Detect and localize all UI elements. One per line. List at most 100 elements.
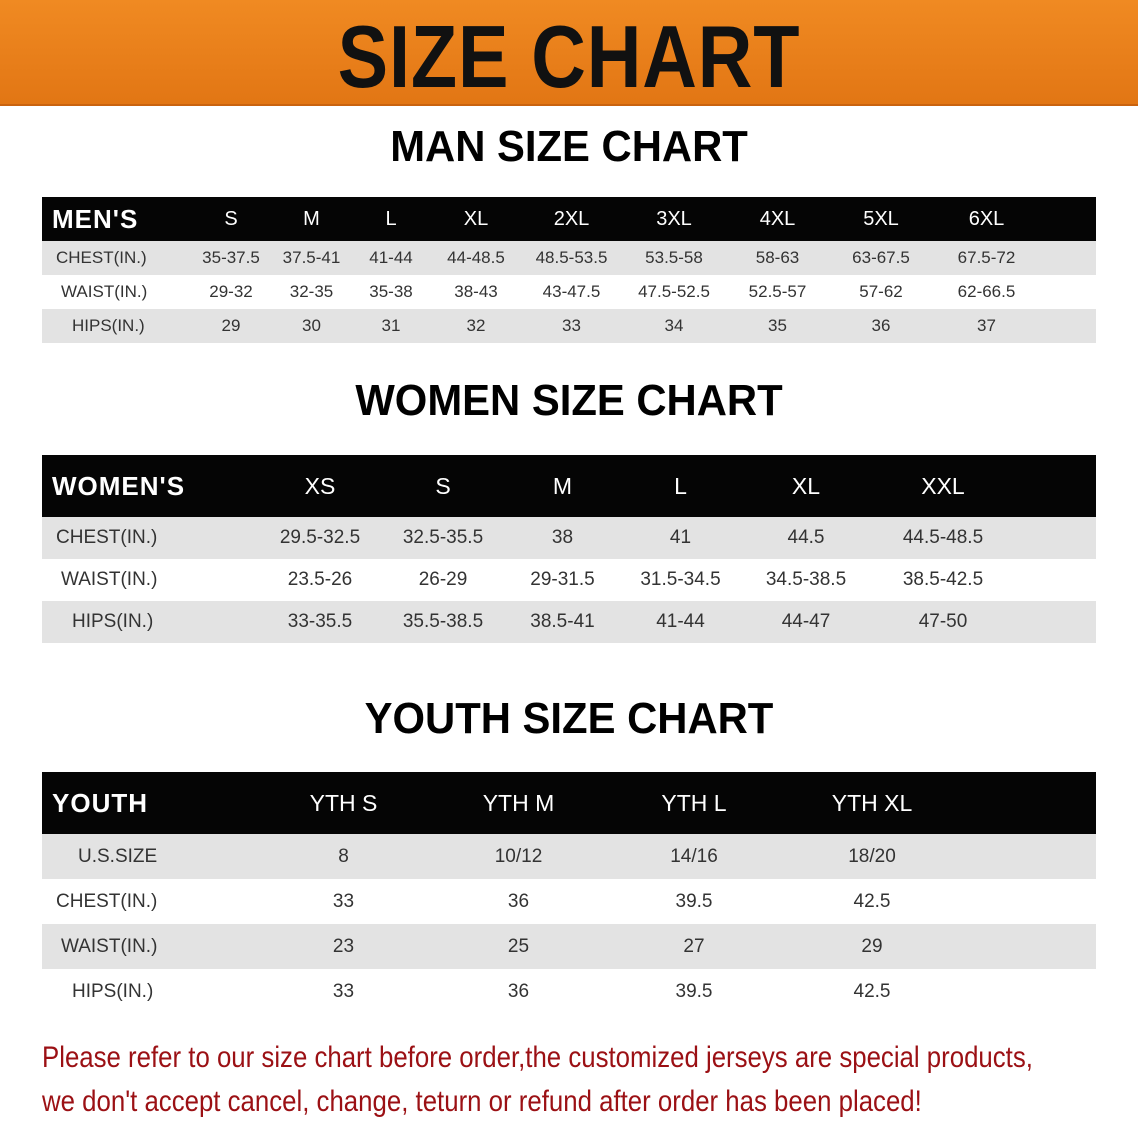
- table-cell: 34.5-38.5: [740, 559, 872, 601]
- cell-filler: [1040, 241, 1096, 275]
- size-column-header: 3XL: [622, 197, 726, 241]
- table-cell: 37.5-41: [272, 241, 351, 275]
- table-row: CHEST(IN.) 35-37.5 37.5-41 41-44 44-48.5 48.5…: [42, 241, 1096, 275]
- table-cell: 35-37.5: [190, 241, 272, 275]
- table-cell: 29.5-32.5: [258, 517, 382, 559]
- notice-line-1: Please refer to our size chart before or…: [42, 1041, 1033, 1074]
- table-cell: 36: [431, 879, 606, 924]
- table-cell: 25: [431, 924, 606, 969]
- table-row: HIPS(IN.) 33 36 39.5 42.5: [42, 969, 1096, 1014]
- row-label: WAIST(IN.): [42, 559, 258, 601]
- cell-filler: [1014, 559, 1096, 601]
- row-label: CHEST(IN.): [42, 241, 190, 275]
- table-cell: 44.5-48.5: [872, 517, 1014, 559]
- men-header-row: MEN'S S M L XL 2XL 3XL 4XL 5XL 6XL: [42, 197, 1096, 241]
- cell-filler: [962, 969, 1096, 1014]
- table-cell: 32: [431, 309, 521, 343]
- row-label: HIPS(IN.): [42, 969, 256, 1014]
- page-title: SIZE CHART: [337, 7, 801, 106]
- table-cell: 33: [521, 309, 622, 343]
- cell-filler: [1040, 275, 1096, 309]
- header-filler: [1014, 455, 1096, 517]
- table-cell: 48.5-53.5: [521, 241, 622, 275]
- table-cell: 58-63: [726, 241, 829, 275]
- table-row: CHEST(IN.) 29.5-32.5 32.5-35.5 38 41 44.5 44.5…: [42, 517, 1096, 559]
- youth-section-title: YOUTH SIZE CHART: [364, 694, 774, 743]
- table-cell: 23.5-26: [258, 559, 382, 601]
- table-cell: 47.5-52.5: [622, 275, 726, 309]
- table-corner-label: MEN'S: [42, 197, 190, 241]
- table-cell: 29: [190, 309, 272, 343]
- table-cell: 44.5: [740, 517, 872, 559]
- size-column-header: M: [272, 197, 351, 241]
- table-cell: 34: [622, 309, 726, 343]
- women-header-row: WOMEN'S XS S M L XL XXL: [42, 455, 1096, 517]
- size-column-header: XL: [431, 197, 521, 241]
- row-label: HIPS(IN.): [42, 601, 258, 643]
- men-size-table: MEN'S S M L XL 2XL 3XL 4XL 5XL 6XL CHEST(IN.) 35-37…: [42, 197, 1096, 343]
- row-label: U.S.SIZE: [42, 834, 256, 879]
- table-cell: 35-38: [351, 275, 431, 309]
- size-column-header: S: [190, 197, 272, 241]
- table-cell: 31.5-34.5: [621, 559, 740, 601]
- size-column-header: YTH M: [431, 772, 606, 834]
- table-corner-label: YOUTH: [42, 772, 256, 834]
- table-row: WAIST(IN.) 23 25 27 29: [42, 924, 1096, 969]
- table-row: CHEST(IN.) 33 36 39.5 42.5: [42, 879, 1096, 924]
- row-label: WAIST(IN.): [42, 924, 256, 969]
- table-cell: 23: [256, 924, 431, 969]
- table-cell: 36: [431, 969, 606, 1014]
- table-cell: 35.5-38.5: [382, 601, 504, 643]
- size-column-header: YTH S: [256, 772, 431, 834]
- table-cell: 33: [256, 969, 431, 1014]
- table-cell: 29: [782, 924, 962, 969]
- cell-filler: [1014, 517, 1096, 559]
- notice-line-2: we don't accept cancel, change, teturn o…: [42, 1085, 922, 1118]
- cell-filler: [962, 879, 1096, 924]
- size-column-header: 2XL: [521, 197, 622, 241]
- table-cell: 52.5-57: [726, 275, 829, 309]
- table-row: U.S.SIZE 8 10/12 14/16 18/20: [42, 834, 1096, 879]
- table-cell: 30: [272, 309, 351, 343]
- size-column-header: 4XL: [726, 197, 829, 241]
- table-row: HIPS(IN.) 29 30 31 32 33 34 35 36 37: [42, 309, 1096, 343]
- table-cell: 41-44: [621, 601, 740, 643]
- table-cell: 39.5: [606, 969, 782, 1014]
- size-chart-banner: SIZE CHART: [0, 0, 1138, 106]
- table-cell: 42.5: [782, 969, 962, 1014]
- order-notice: Please refer to our size chart before or…: [42, 1036, 1033, 1124]
- table-cell: 38-43: [431, 275, 521, 309]
- table-cell: 38.5-41: [504, 601, 621, 643]
- table-row: HIPS(IN.) 33-35.5 35.5-38.5 38.5-41 41-44 44-…: [42, 601, 1096, 643]
- table-cell: 44-47: [740, 601, 872, 643]
- cell-filler: [962, 924, 1096, 969]
- row-label: WAIST(IN.): [42, 275, 190, 309]
- size-column-header: M: [504, 455, 621, 517]
- table-cell: 41: [621, 517, 740, 559]
- cell-filler: [1014, 601, 1096, 643]
- table-cell: 10/12: [431, 834, 606, 879]
- table-cell: 35: [726, 309, 829, 343]
- table-cell: 62-66.5: [933, 275, 1040, 309]
- table-cell: 53.5-58: [622, 241, 726, 275]
- header-filler: [962, 772, 1096, 834]
- table-cell: 29-32: [190, 275, 272, 309]
- table-cell: 14/16: [606, 834, 782, 879]
- table-cell: 57-62: [829, 275, 933, 309]
- table-cell: 37: [933, 309, 1040, 343]
- table-cell: 44-48.5: [431, 241, 521, 275]
- table-cell: 29-31.5: [504, 559, 621, 601]
- table-cell: 31: [351, 309, 431, 343]
- size-column-header: YTH XL: [782, 772, 962, 834]
- table-cell: 39.5: [606, 879, 782, 924]
- table-cell: 38: [504, 517, 621, 559]
- size-column-header: 5XL: [829, 197, 933, 241]
- size-column-header: L: [351, 197, 431, 241]
- table-cell: 47-50: [872, 601, 1014, 643]
- men-section-title: MAN SIZE CHART: [390, 122, 748, 171]
- table-cell: 33: [256, 879, 431, 924]
- table-row: WAIST(IN.) 23.5-26 26-29 29-31.5 31.5-34.5 34…: [42, 559, 1096, 601]
- table-row: WAIST(IN.) 29-32 32-35 35-38 38-43 43-47.5 47.…: [42, 275, 1096, 309]
- row-label: CHEST(IN.): [42, 879, 256, 924]
- table-cell: 32.5-35.5: [382, 517, 504, 559]
